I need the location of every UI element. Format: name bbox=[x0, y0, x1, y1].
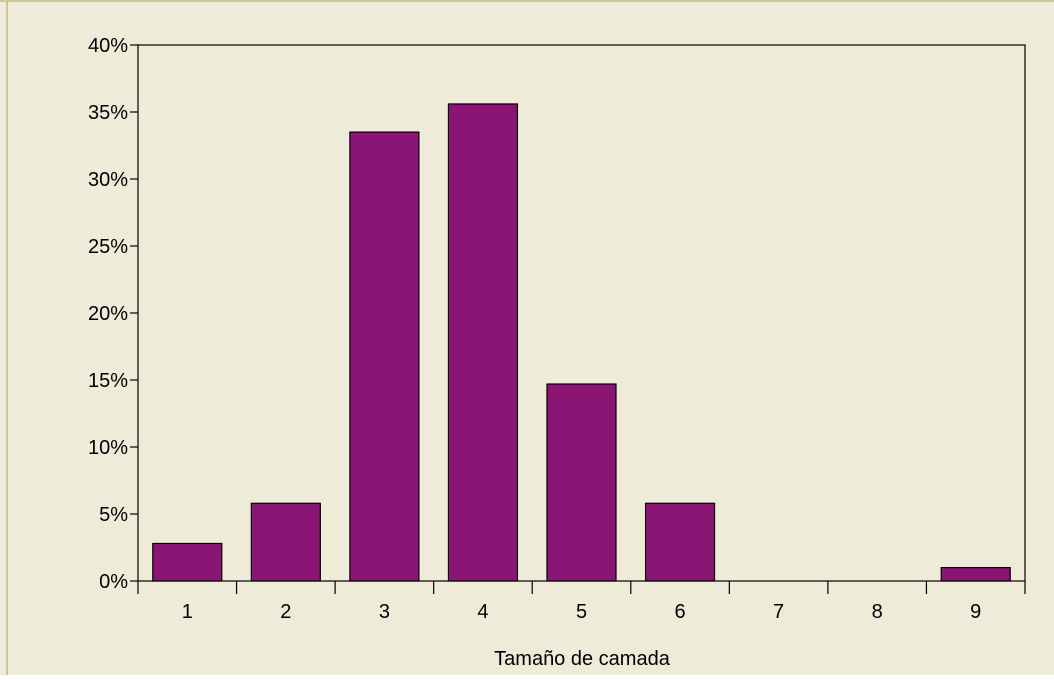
bar-4 bbox=[447, 103, 519, 582]
y-tick-label: 0% bbox=[99, 571, 128, 593]
y-tick-label: 40% bbox=[88, 35, 128, 57]
y-tick-label: 15% bbox=[88, 370, 128, 392]
bar-5 bbox=[546, 383, 617, 582]
x-tick-label: 9 bbox=[970, 601, 981, 623]
x-tick-label: 1 bbox=[182, 601, 193, 623]
y-tick-label: 30% bbox=[88, 169, 128, 191]
bar-1 bbox=[152, 542, 223, 582]
y-tick-label: 5% bbox=[99, 504, 128, 526]
bar-3 bbox=[349, 131, 420, 582]
x-tick-label: 2 bbox=[280, 601, 291, 623]
bar-6 bbox=[644, 502, 716, 582]
x-tick-label: 6 bbox=[674, 601, 685, 623]
x-tick-label: 8 bbox=[872, 601, 883, 623]
x-tick-label: 5 bbox=[576, 601, 587, 623]
y-axis: 0% 5% 10% 15% 20% 25% 30% 35% 40% bbox=[88, 35, 138, 593]
x-axis-label: Tamaño de camada bbox=[494, 648, 671, 670]
x-axis: 1 2 3 4 5 6 7 8 9 bbox=[137, 581, 1026, 623]
x-tick-label: 4 bbox=[477, 601, 488, 623]
y-tick-label: 35% bbox=[88, 102, 128, 124]
y-tick-label: 20% bbox=[88, 303, 128, 325]
x-tick-label: 7 bbox=[773, 601, 784, 623]
y-tick-label: 10% bbox=[88, 437, 128, 459]
bar-9 bbox=[940, 566, 1011, 582]
bars-group bbox=[152, 103, 1011, 582]
y-tick-label: 25% bbox=[88, 236, 128, 258]
x-tick-label: 3 bbox=[379, 601, 390, 623]
bar-2 bbox=[250, 502, 321, 582]
